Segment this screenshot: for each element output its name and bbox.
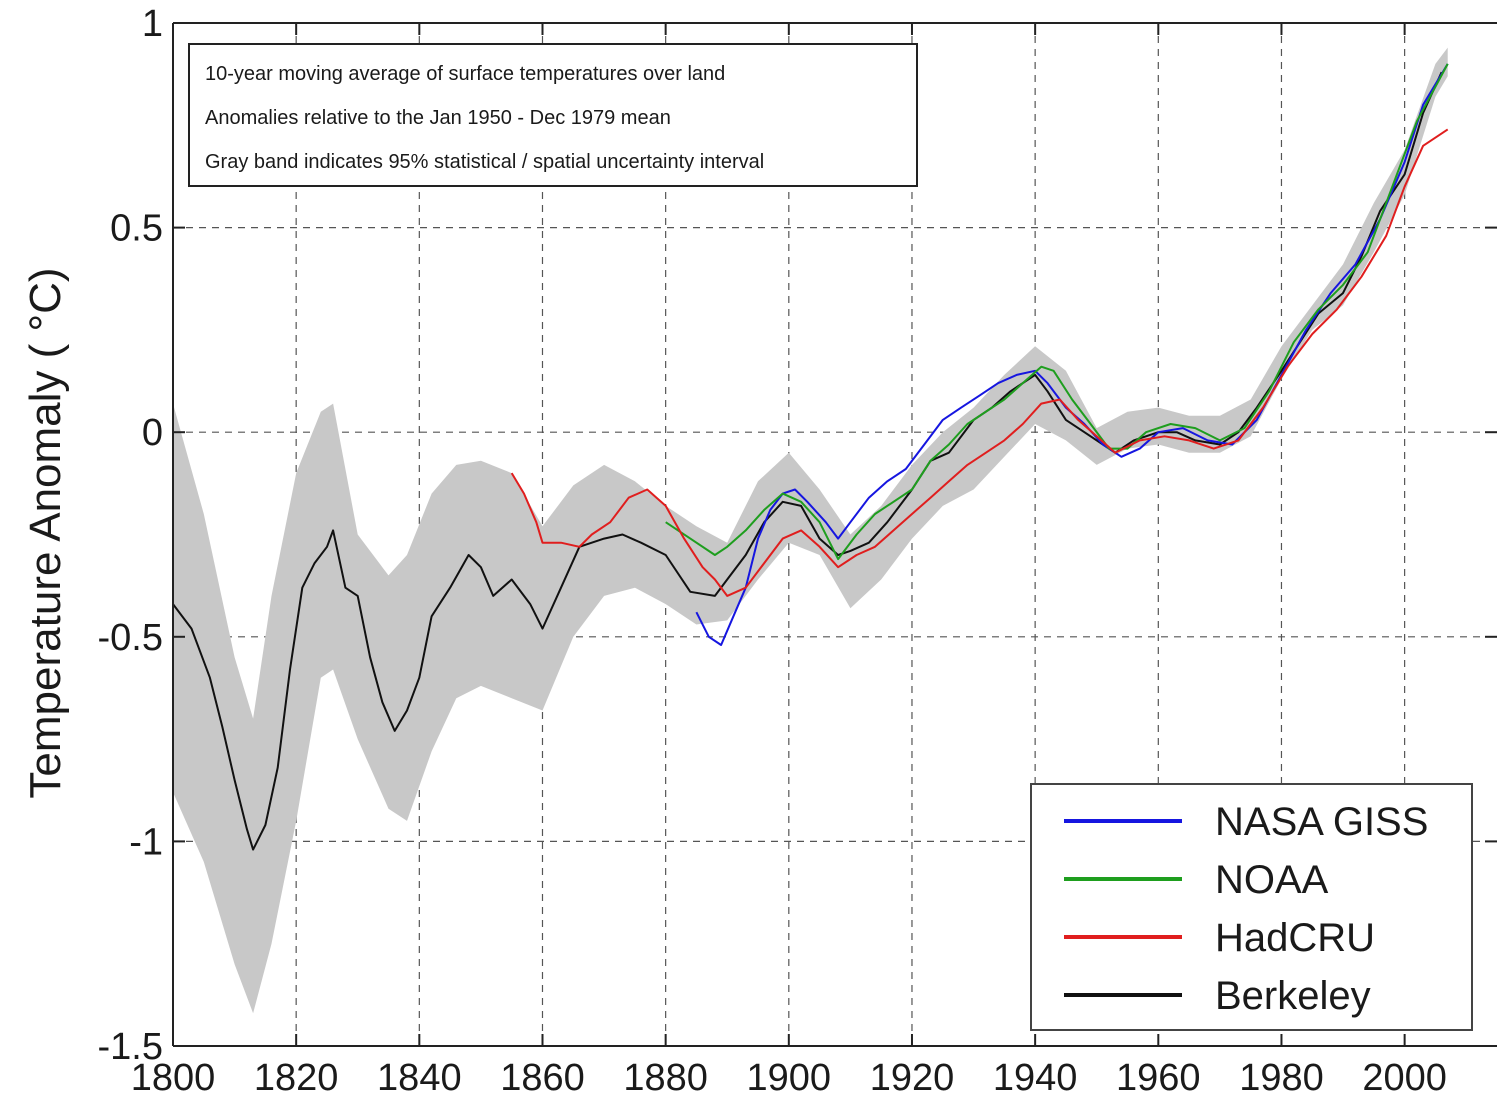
legend-frame	[1030, 783, 1473, 1031]
x-tick-labels: 1800 1820 1840 1860 1880 1900 1920 1940 1960 1980…	[131, 1057, 1447, 1099]
x-tick-label-1960: 1960	[1116, 1057, 1201, 1099]
x-tick-label-1980: 1980	[1239, 1057, 1324, 1099]
x-tick-label-1880: 1880	[623, 1057, 708, 1099]
y-tick-label-1: -1	[129, 821, 163, 863]
annotation-line-1: 10-year moving average of surface temper…	[205, 63, 725, 85]
legend-label-nasa-giss: NASA GISS	[1215, 800, 1428, 844]
uncertainty-band-group	[173, 47, 1448, 1014]
y-tick-label-1: 1	[142, 3, 163, 45]
y-tick-label-0: 0	[142, 412, 163, 454]
legend-label-hadcru: HadCRU	[1215, 916, 1375, 960]
legend: NASA GISS NOAA HadCRU Berkeley	[1030, 783, 1473, 1031]
annotation-line-3: Gray band indicates 95% statistical / sp…	[205, 151, 764, 173]
annotation-box-frame	[188, 43, 918, 187]
x-tick-label-1800: 1800	[131, 1057, 216, 1099]
axes-frame	[172, 22, 1497, 1047]
series-line-hadcru	[510, 128, 1449, 597]
annotation-line-2: Anomalies relative to the Jan 1950 - Dec…	[205, 107, 671, 129]
x-tick-label-1820: 1820	[254, 1057, 339, 1099]
x-tick-label-1900: 1900	[747, 1057, 832, 1099]
y-tick-label-1-5: -1.5	[98, 1026, 163, 1068]
x-tick-label-1920: 1920	[870, 1057, 955, 1099]
x-tick-label-1940: 1940	[993, 1057, 1078, 1099]
y-tick-labels: 1 0.5 0 -0.5 -1 -1.5	[98, 3, 163, 1068]
series-lines	[172, 63, 1449, 851]
x-tick-label-1840: 1840	[377, 1057, 462, 1099]
uncertainty-band	[173, 47, 1448, 1014]
series-line-noaa	[665, 63, 1449, 561]
legend-label-noaa: NOAA	[1215, 858, 1329, 902]
series-line-berkeley	[172, 71, 1443, 851]
y-axis-label: Temperature Anomaly ( °C)	[21, 267, 70, 798]
x-tick-label-1860: 1860	[500, 1057, 585, 1099]
annotation-box: 10-year moving average of surface temper…	[188, 43, 918, 187]
y-tick-label-0-5: -0.5	[98, 617, 163, 659]
x-tick-label-2000: 2000	[1362, 1057, 1447, 1099]
legend-label-berkeley: Berkeley	[1215, 974, 1371, 1018]
y-tick-label-0-5: 0.5	[110, 208, 163, 250]
